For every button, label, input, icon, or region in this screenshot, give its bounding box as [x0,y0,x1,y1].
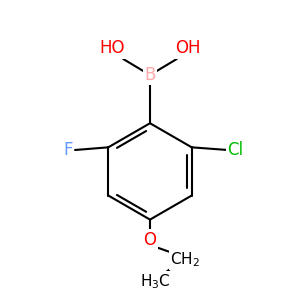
Text: HO: HO [100,39,125,57]
Text: H$_3$C: H$_3$C [140,272,171,290]
Text: Cl: Cl [228,141,244,159]
Text: OH: OH [175,39,200,57]
Text: B: B [144,66,156,84]
Text: CH$_2$: CH$_2$ [170,250,200,269]
Text: O: O [143,231,157,249]
Text: F: F [64,141,73,159]
